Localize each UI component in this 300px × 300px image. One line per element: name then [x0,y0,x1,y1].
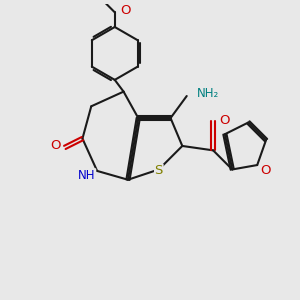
Text: O: O [219,115,230,128]
Text: O: O [260,164,271,177]
Text: NH: NH [78,169,96,182]
Text: O: O [50,140,60,152]
Text: S: S [154,164,163,177]
Text: O: O [121,4,131,17]
Text: NH₂: NH₂ [197,87,219,100]
